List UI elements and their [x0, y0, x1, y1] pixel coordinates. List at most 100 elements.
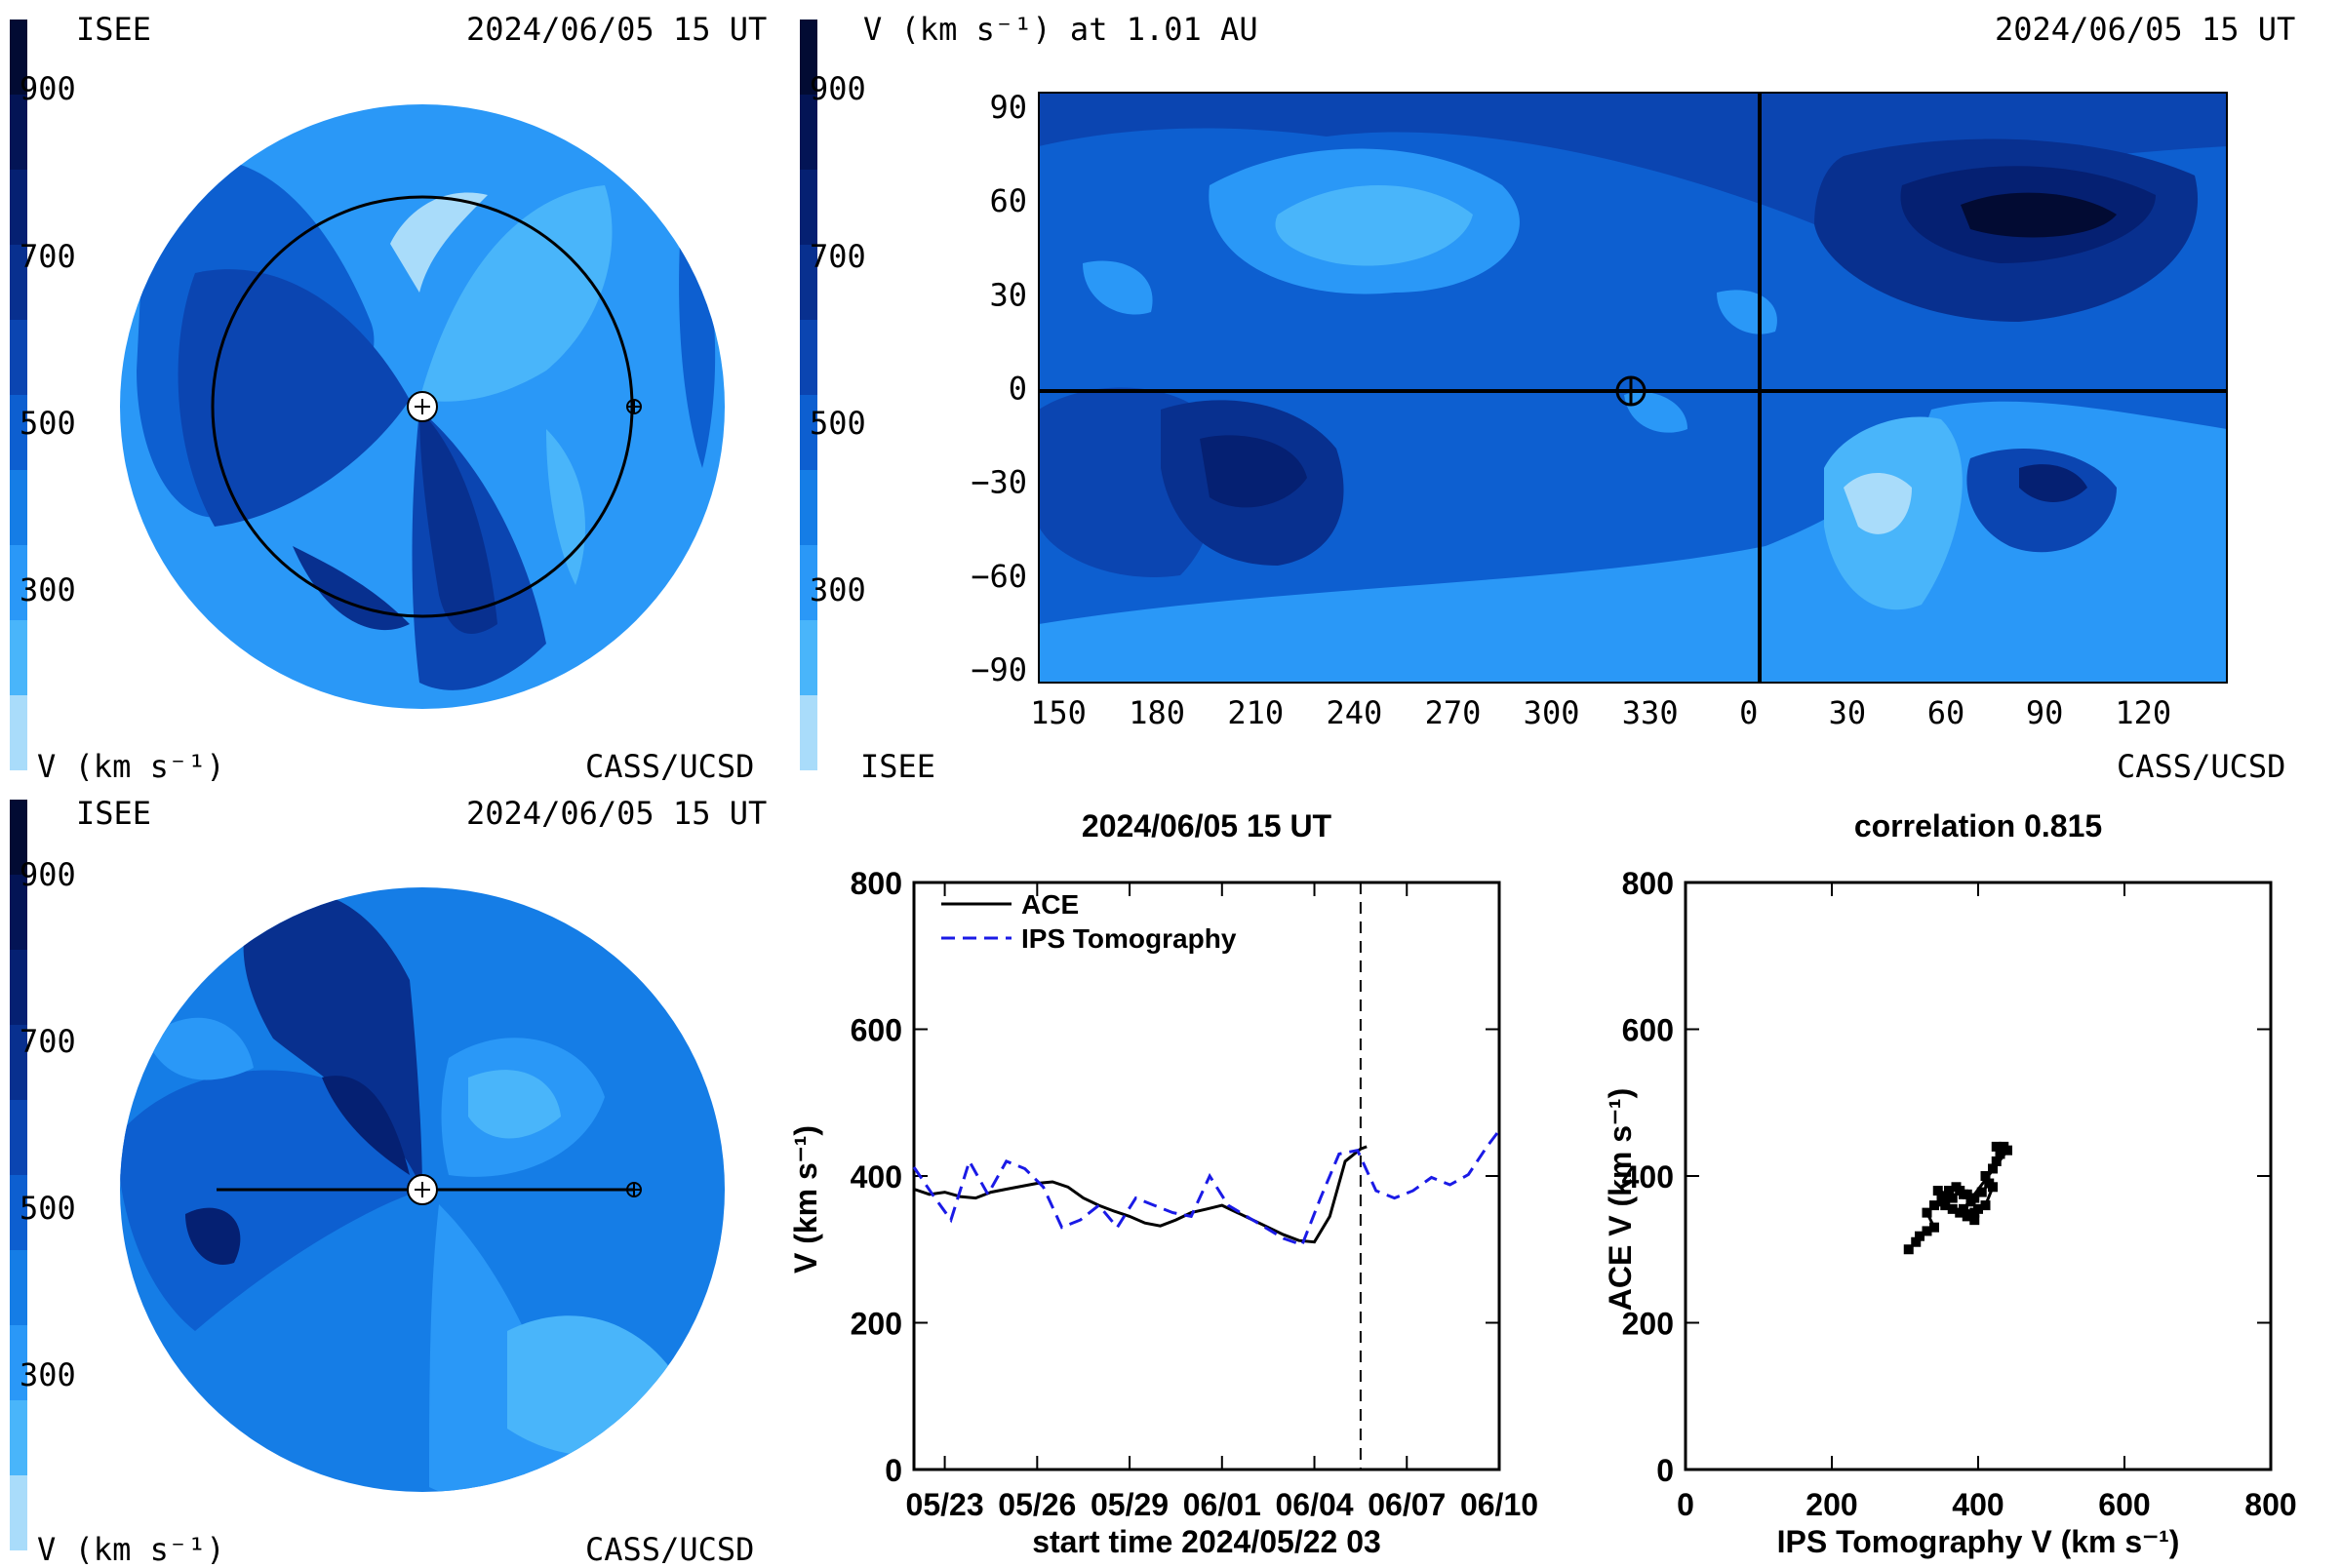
polar-map-top — [120, 104, 725, 709]
scatter-point — [1947, 1193, 1958, 1203]
scatter-point — [1976, 1187, 1987, 1197]
colorbar-segment — [10, 395, 27, 470]
cbar-tick-700: 700 — [810, 238, 866, 275]
map-title: V (km s⁻¹) at 1.01 AU — [863, 11, 1258, 48]
x-tick-label: 200 — [1805, 1487, 1857, 1522]
scatter-point — [1959, 1203, 1968, 1214]
scatter-point — [1929, 1200, 1939, 1211]
y-tick-label: 60 — [989, 182, 1027, 219]
y-tick-label: −90 — [971, 651, 1027, 688]
scatter-point — [1988, 1182, 1998, 1193]
colorbar-segment — [10, 20, 27, 95]
contour-region — [419, 185, 613, 402]
colorbar-segment — [800, 320, 817, 395]
credit-label: CASS/UCSD — [2117, 748, 2286, 785]
scatter-point — [1903, 1244, 1914, 1255]
y-tick-label: 90 — [989, 89, 1027, 126]
x-tick-label: 330 — [1622, 694, 1679, 731]
contour-region — [178, 269, 410, 527]
scatter-point — [1922, 1207, 1932, 1218]
scatter-point — [1988, 1163, 1998, 1174]
scatter-point — [1969, 1193, 1980, 1203]
x-tick-label: 90 — [2026, 694, 2064, 731]
colorbar-segment — [10, 545, 27, 620]
x-tick-label: 240 — [1326, 694, 1382, 731]
cbar-tick-900: 900 — [20, 856, 76, 893]
y-tick-label: −30 — [971, 464, 1027, 501]
y-tick-label: 200 — [1622, 1307, 1674, 1342]
x-tick-label: 06/01 — [1183, 1487, 1261, 1522]
contour-region — [546, 429, 585, 585]
cbar-tick-300: 300 — [20, 1356, 76, 1393]
contour-region — [1083, 260, 1153, 315]
contour-region — [390, 192, 488, 293]
y-tick-label: −60 — [971, 558, 1027, 595]
y-tick-label: 800 — [1622, 866, 1674, 901]
x-tick-label: 210 — [1227, 694, 1284, 731]
colorbar-segment — [10, 1250, 27, 1325]
colorbar-segment — [800, 245, 817, 320]
x-tick-label: 600 — [2098, 1487, 2150, 1522]
contour-region — [679, 195, 716, 468]
contour-region — [1039, 93, 2227, 224]
scatter-point — [1947, 1203, 1958, 1214]
x-tick-label: 06/10 — [1460, 1487, 1538, 1522]
colorbar-segment — [10, 320, 27, 395]
colorbar-top-right — [800, 20, 817, 770]
contour-region — [1200, 435, 1307, 508]
x-tick-label: 05/29 — [1091, 1487, 1169, 1522]
y-tick-label: 600 — [851, 1013, 902, 1048]
timeseries-chart: 2024/06/05 15 UT start time 2024/05/22 0… — [788, 808, 1538, 1559]
legend-label: IPS Tomography — [1021, 923, 1237, 954]
scatter-point — [1962, 1189, 1972, 1199]
colorbar-segment — [10, 170, 27, 245]
colorbar-segment — [10, 620, 27, 695]
chart-title: 2024/06/05 15 UT — [1082, 808, 1332, 843]
latlon-map: 150 180 210 240 270 300 330 0 30 60 90 120 9060300−… — [971, 89, 2228, 731]
scatter-point — [1969, 1207, 1980, 1218]
contour-region — [146, 1017, 254, 1080]
cbar-tick-700: 700 — [20, 1023, 76, 1060]
colorbar-segment — [800, 695, 817, 770]
polar-map-bottom — [120, 887, 725, 1492]
contour-region — [1844, 473, 1912, 534]
y-tick-label: 200 — [851, 1307, 902, 1342]
colorbar-segment — [10, 1175, 27, 1250]
x-tick-label: 0 — [1677, 1487, 1694, 1522]
cbar-tick-700: 700 — [20, 238, 76, 275]
scatter-point — [1962, 1211, 1972, 1222]
y-axis-label: ACE V (km s⁻¹) — [1603, 1088, 1638, 1311]
x-tick-label: 30 — [1829, 694, 1867, 731]
org-label: ISEE — [76, 11, 152, 48]
series-line-ips-tomography — [912, 1129, 1501, 1247]
x-axis-label: IPS Tomography V (km s⁻¹) — [1777, 1524, 2180, 1559]
contour-region — [1717, 290, 1777, 334]
org-label: ISEE — [860, 748, 936, 785]
colorbar-segment — [10, 1475, 27, 1550]
y-tick-label: 600 — [1622, 1013, 1674, 1048]
colorbar-segment — [10, 1325, 27, 1400]
cbar-tick-300: 300 — [20, 571, 76, 608]
unit-label: V (km s⁻¹) — [37, 748, 225, 785]
scatter-point — [1980, 1171, 1991, 1181]
y-tick-label: 30 — [989, 276, 1027, 313]
x-tick-label: 400 — [1952, 1487, 2004, 1522]
credit-label: CASS/UCSD — [585, 748, 755, 785]
chart-title: correlation 0.815 — [1854, 808, 2102, 843]
org-label: ISEE — [76, 795, 152, 832]
contour-region — [293, 546, 410, 631]
map-frame — [1038, 92, 2228, 684]
colorbar-segment — [10, 950, 27, 1025]
colorbar-segment — [800, 95, 817, 170]
scatter-point — [1922, 1226, 1932, 1236]
colorbar-segment — [800, 470, 817, 545]
cbar-tick-500: 500 — [20, 405, 76, 442]
colorbar-bottom-left — [10, 800, 27, 1550]
earth-icon — [1615, 375, 1647, 407]
cbar-tick-500: 500 — [810, 405, 866, 442]
scatter-panel: correlation 0.815 IPS Tomography V (km s… — [1561, 790, 2341, 1560]
colorbar-segment — [800, 20, 817, 95]
cbar-tick-300: 300 — [810, 571, 866, 608]
y-tick-label: 0 — [885, 1453, 902, 1488]
scatter-point — [1929, 1222, 1939, 1233]
